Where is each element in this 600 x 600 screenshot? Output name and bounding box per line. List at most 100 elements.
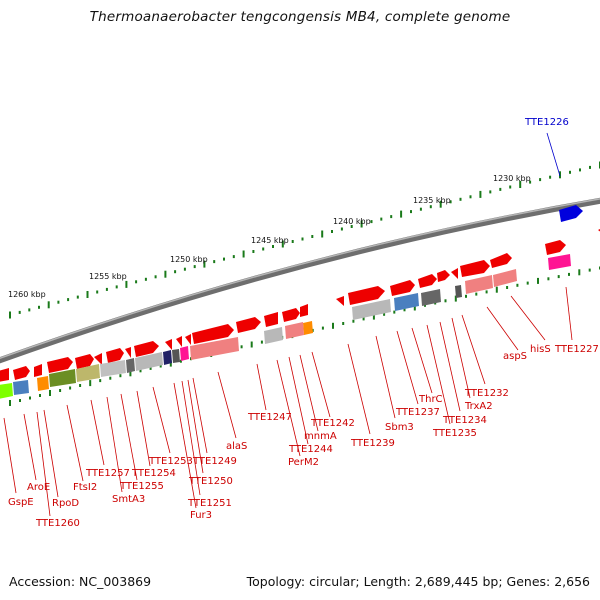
gene-label[interactable]: aspS [503, 351, 527, 362]
gene-label[interactable]: TTE1232 [464, 388, 509, 399]
scale-tick-minor [223, 257, 225, 261]
scale-tick-minor [29, 396, 31, 400]
scale-tick-minor [547, 277, 550, 281]
cog-box [548, 254, 571, 270]
scale-tick-major [9, 311, 11, 319]
scale-tick-minor [159, 364, 162, 368]
gene-label[interactable]: TTE1242 [310, 418, 355, 429]
gene-label[interactable]: PerM2 [288, 457, 319, 468]
scale-tick-minor [67, 298, 70, 302]
gene-label[interactable]: Fur3 [190, 510, 212, 521]
gene-label[interactable]: hisS [530, 344, 551, 355]
gene-arrow[interactable] [264, 312, 278, 327]
gene-label[interactable]: TTE1254 [131, 468, 176, 479]
gene-label[interactable]: TTE1249 [192, 456, 237, 467]
gene-arrow[interactable] [192, 324, 234, 344]
leader-line-blue [546, 132, 561, 177]
cog-box [0, 383, 13, 399]
scale-tick-minor [342, 322, 345, 325]
cog-box [394, 293, 419, 311]
gene-arrow[interactable] [47, 357, 73, 373]
cog-box [455, 285, 462, 298]
scale-tick-minor [569, 170, 571, 174]
gene-label[interactable]: GspE [8, 497, 34, 508]
gene-arrow[interactable] [418, 274, 437, 288]
scale-tick-major [439, 200, 442, 208]
gene-arrow[interactable] [460, 260, 490, 277]
scale-tick-minor [19, 399, 21, 402]
scale-tick-minor [139, 369, 142, 373]
gene-arrow[interactable] [390, 280, 415, 296]
gene-label[interactable]: AroE [27, 482, 50, 493]
gene-label[interactable]: RpoD [52, 498, 79, 509]
gene-label[interactable]: ThrC [418, 394, 443, 405]
scale-tick-major [479, 190, 482, 198]
gene-label[interactable]: SmtA3 [112, 494, 145, 505]
gene-label[interactable]: TTE1253 [148, 456, 193, 467]
scale-tick-minor [18, 310, 21, 314]
gene-label[interactable]: TrxA2 [464, 401, 493, 412]
gene-label[interactable]: TTE1251 [187, 498, 232, 509]
scale-tick-minor [499, 187, 502, 191]
gene-arrow[interactable] [437, 270, 450, 282]
scale-ticks [9, 161, 600, 319]
gene-arrow[interactable] [106, 348, 124, 363]
gene-arrow[interactable] [282, 308, 300, 322]
scale-label-1255: 1255 kbp [89, 272, 127, 281]
scale-tick-minor [362, 317, 365, 321]
scale-tick-minor [96, 290, 99, 294]
gene-label[interactable]: TTE1257 [85, 468, 130, 479]
scale-tick-minor [28, 308, 31, 312]
gene-label[interactable]: alaS [226, 441, 247, 452]
gene-arrow[interactable] [545, 240, 566, 255]
gene-label[interactable]: TTE1234 [442, 415, 487, 426]
gene-label[interactable]: TTE1235 [432, 428, 477, 439]
scale-tick-minor [352, 319, 355, 323]
scale-label-1245: 1245 kbp [251, 236, 289, 245]
gene-label[interactable]: TTE1250 [188, 476, 233, 487]
gene-arrow[interactable] [94, 353, 102, 365]
scale-tick-minor [469, 195, 472, 199]
gene-label[interactable]: TTE1226 [524, 117, 569, 128]
cog-box [190, 337, 239, 360]
gene-label[interactable]: mnmA [304, 431, 337, 442]
gene-label[interactable]: Sbm3 [385, 422, 414, 433]
scale-tick-minor [39, 394, 41, 397]
gene-arrow[interactable] [490, 253, 512, 268]
gene-arrow[interactable] [165, 339, 172, 350]
gene-arrow[interactable] [75, 354, 94, 369]
gene-arrow[interactable] [176, 336, 182, 347]
scale-tick-minor [383, 312, 386, 316]
gene-arrow[interactable] [300, 304, 308, 317]
gene-arrow[interactable] [13, 366, 30, 380]
scale-tick-minor [475, 292, 478, 296]
gene-label[interactable]: TTE1239 [350, 438, 395, 449]
gene-arrow[interactable] [0, 368, 9, 382]
gene-arrow[interactable] [236, 317, 261, 333]
gene-label[interactable]: FtsI2 [73, 482, 97, 493]
cog-box [13, 380, 29, 395]
gene-arrow-blue[interactable] [559, 205, 583, 222]
scale-tick-major [47, 301, 50, 309]
gene-arrow[interactable] [451, 268, 458, 279]
gene-label[interactable]: TTE1260 [35, 518, 80, 529]
gene-arrow[interactable] [125, 347, 131, 358]
cog-box [303, 321, 313, 335]
gene-label[interactable]: TTE1255 [119, 481, 164, 492]
gene-label[interactable]: TTE1237 [395, 407, 440, 418]
genome-backbone [0, 197, 600, 364]
scale-tick-minor [311, 235, 314, 238]
gene-label[interactable]: TTE1247 [247, 412, 292, 423]
gene-arrow[interactable] [348, 286, 385, 305]
scale-tick-major [495, 286, 498, 293]
gene-label[interactable]: TTE1244 [288, 444, 333, 455]
gene-label[interactable]: TTE1227 [554, 344, 599, 355]
gene-arrow[interactable] [336, 296, 344, 306]
gene-arrow[interactable] [134, 341, 159, 357]
scale-tick-minor [588, 268, 591, 272]
scale-tick-major [537, 277, 539, 284]
scale-tick-minor [589, 165, 591, 169]
gene-arrow[interactable] [34, 364, 42, 377]
gene-arrow[interactable] [185, 334, 191, 345]
